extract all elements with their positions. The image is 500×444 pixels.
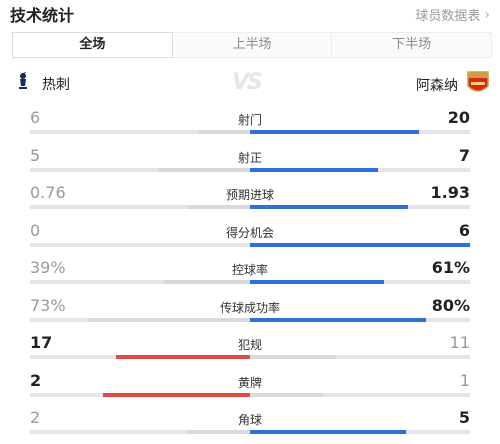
home-stat-bar-track bbox=[30, 167, 250, 172]
home-stat-bar bbox=[115, 355, 250, 359]
away-stat-bar bbox=[250, 430, 407, 434]
away-stat-value: 5 bbox=[458, 408, 470, 427]
away-stat-value: 61% bbox=[431, 258, 470, 277]
home-stat-value: 2 bbox=[30, 370, 42, 390]
away-stat-bar-track bbox=[250, 130, 470, 134]
away-stat-bar bbox=[250, 392, 323, 397]
home-stat-bar bbox=[102, 392, 250, 397]
vs-watermark: VS bbox=[232, 70, 263, 95]
home-stat-bar-track bbox=[30, 130, 250, 134]
away-stat-value: 1.93 bbox=[430, 183, 470, 202]
stat-row: 2 黄牌 1 bbox=[0, 371, 500, 407]
home-stat-value: 2 bbox=[30, 408, 41, 427]
away-stat-bar bbox=[250, 355, 336, 359]
home-stat-value: 39% bbox=[30, 258, 66, 277]
away-stat-bar-track bbox=[250, 167, 470, 172]
away-stat-value: 6 bbox=[458, 220, 470, 240]
home-stat-value: 0 bbox=[30, 220, 41, 240]
stat-label: 得分机会 bbox=[225, 225, 274, 240]
stat-label: 角球 bbox=[237, 413, 262, 427]
stat-row: 73% 传球成功率 80% bbox=[0, 296, 500, 332]
home-stat-bar-track bbox=[30, 242, 250, 247]
away-stat-bar-track bbox=[250, 317, 470, 322]
away-stat-bar bbox=[250, 242, 470, 247]
stat-row: 2 角球 5 bbox=[0, 408, 500, 444]
tottenham-crest-icon bbox=[16, 72, 30, 96]
away-stat-value: 80% bbox=[431, 295, 470, 315]
stat-label: 预期进球 bbox=[225, 188, 274, 202]
away-stat-bar bbox=[250, 280, 385, 284]
stat-label: 射门 bbox=[237, 113, 262, 127]
stat-label: 黄牌 bbox=[237, 375, 262, 390]
home-stat-bar-track bbox=[30, 392, 250, 397]
stat-row: 5 射正 7 bbox=[0, 146, 500, 182]
away-stat-value: 1 bbox=[459, 370, 470, 390]
home-stat-bar-track bbox=[30, 280, 250, 284]
home-stat-bar-track bbox=[30, 355, 250, 359]
away-stat-bar-track bbox=[250, 205, 470, 209]
away-stat-bar bbox=[250, 167, 378, 172]
home-stat-bar-track bbox=[30, 317, 250, 322]
away-team-name: 阿森纳 bbox=[416, 78, 458, 94]
stat-row: 39% 控球率 61% bbox=[0, 258, 500, 294]
home-stat-value: 73% bbox=[30, 295, 66, 315]
home-team-name: 热刺 bbox=[42, 77, 70, 93]
tab-full-match[interactable]: 全场 bbox=[12, 32, 173, 58]
section-title: 技术统计 bbox=[10, 6, 75, 25]
away-stat-bar-track bbox=[250, 355, 470, 359]
away-stat-bar-track bbox=[250, 280, 470, 284]
stat-row: 0 得分机会 6 bbox=[0, 221, 500, 257]
away-team: 阿森纳 bbox=[416, 70, 490, 100]
away-stat-bar bbox=[250, 317, 426, 322]
home-stat-bar bbox=[89, 317, 250, 322]
stat-label: 射正 bbox=[237, 150, 262, 165]
away-stat-value: 11 bbox=[449, 333, 470, 352]
teams-row: 热刺 VS 阿森纳 bbox=[10, 68, 490, 98]
arsenal-crest-icon bbox=[466, 70, 490, 100]
home-stat-value: 17 bbox=[30, 333, 53, 352]
period-tabs: 全场 上半场 下半场 bbox=[12, 32, 493, 58]
stat-row: 0.76 预期进球 1.93 bbox=[0, 183, 500, 219]
away-stat-value: 7 bbox=[458, 145, 470, 165]
away-stat-bar bbox=[250, 130, 420, 134]
home-stat-value: 0.76 bbox=[30, 183, 66, 202]
away-stat-value: 20 bbox=[447, 108, 470, 127]
tab-first-half[interactable]: 上半场 bbox=[172, 32, 333, 58]
away-stat-bar bbox=[250, 205, 409, 209]
home-stat-bar-track bbox=[30, 430, 250, 434]
home-stat-bar bbox=[157, 167, 250, 172]
stat-label: 传球成功率 bbox=[219, 300, 280, 315]
home-stat-value: 5 bbox=[30, 145, 41, 165]
stat-row: 6 射门 20 bbox=[0, 108, 500, 144]
home-stat-bar bbox=[199, 130, 250, 134]
player-stats-link[interactable]: 球员数据表 › bbox=[415, 5, 490, 25]
away-stat-bar-track bbox=[250, 242, 470, 247]
tab-second-half[interactable]: 下半场 bbox=[332, 32, 493, 58]
chevron-right-icon: › bbox=[484, 6, 490, 23]
stat-label: 控球率 bbox=[231, 263, 268, 277]
away-stat-bar-track bbox=[250, 392, 470, 397]
stat-row: 17 犯规 11 bbox=[0, 333, 500, 369]
away-stat-bar-track bbox=[250, 430, 470, 434]
stat-label: 犯规 bbox=[237, 338, 262, 352]
player-stats-link-label: 球员数据表 bbox=[415, 9, 481, 24]
home-team: 热刺 bbox=[16, 72, 70, 96]
stats-header: 技术统计 球员数据表 › bbox=[10, 0, 490, 28]
home-stat-bar bbox=[186, 430, 250, 434]
home-stat-bar bbox=[164, 280, 250, 284]
home-stat-value: 6 bbox=[30, 108, 41, 127]
home-stat-bar bbox=[188, 205, 250, 209]
home-stat-bar-track bbox=[30, 205, 250, 209]
